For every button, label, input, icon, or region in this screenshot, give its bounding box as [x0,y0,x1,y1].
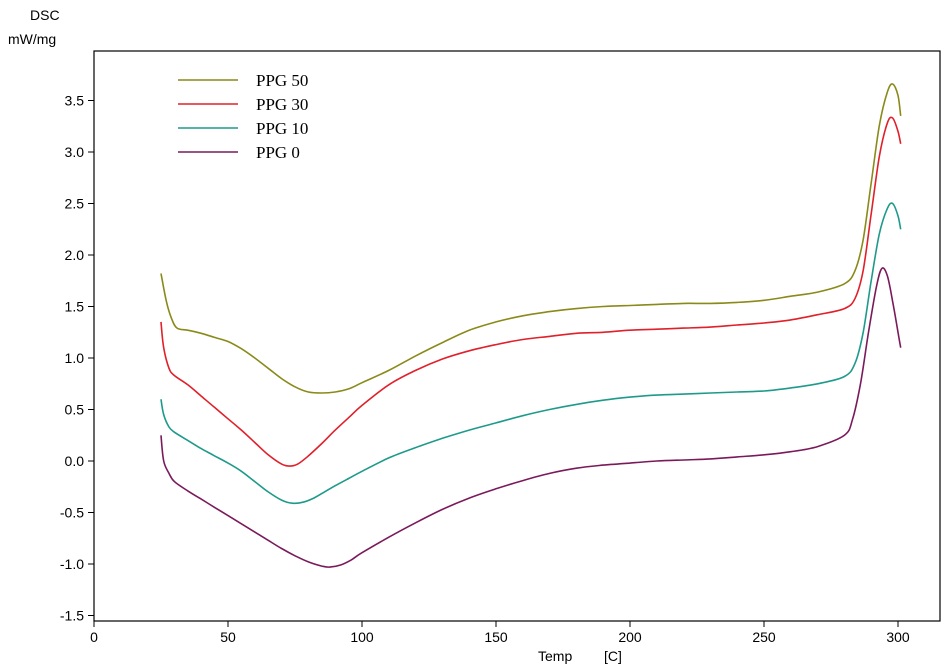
plot-frame [93,50,941,622]
x-tick-label: 100 [350,629,374,645]
series-lines [160,83,902,568]
legend-label-ppg-0: PPG 0 [256,143,300,162]
y-tick-label: 1.5 [65,299,85,315]
y-tick-label: 3.0 [65,144,85,160]
y-tick-label: -0.5 [60,505,84,521]
y-axis-label-unit: mW/mg [8,31,56,47]
legend-label-ppg-10: PPG 10 [256,119,308,138]
legend-label-ppg-50: PPG 50 [256,71,308,90]
series-line-ppg-10 [160,202,902,505]
y-tick-label: -1.0 [60,556,84,572]
y-tick-label: 0.0 [65,453,85,469]
x-axis-label-unit: [C] [604,648,622,664]
y-tick-label: 1.0 [65,350,85,366]
legend: PPG 50 PPG 30 PPG 10 PPG 0 [178,71,308,162]
y-axis-label-dsc: DSC [30,7,60,23]
series-line-ppg-30 [160,116,902,467]
x-axis-label-temp: Temp [538,648,572,664]
x-tick-label: 250 [752,629,776,645]
y-tick-label: 2.0 [65,247,85,263]
x-tick-label: 0 [90,629,98,645]
x-tick-label: 200 [618,629,642,645]
series-line-ppg-0 [160,267,902,568]
y-tick-label: 3.5 [65,93,85,109]
y-ticks: -1.5 -1.0 -0.5 0.0 0.5 1.0 1.5 2.0 2.5 3.0 3.5 [60,93,94,624]
x-tick-label: 150 [484,629,508,645]
x-tick-label: 300 [886,629,910,645]
legend-label-ppg-30: PPG 30 [256,95,308,114]
series-line-ppg-50 [160,83,902,394]
y-tick-label: 2.5 [65,196,85,212]
x-tick-label: 50 [220,629,236,645]
y-tick-label: 0.5 [65,402,85,418]
y-tick-label: -1.5 [60,608,84,624]
x-ticks: 0 50 100 150 200 250 300 [90,621,910,645]
